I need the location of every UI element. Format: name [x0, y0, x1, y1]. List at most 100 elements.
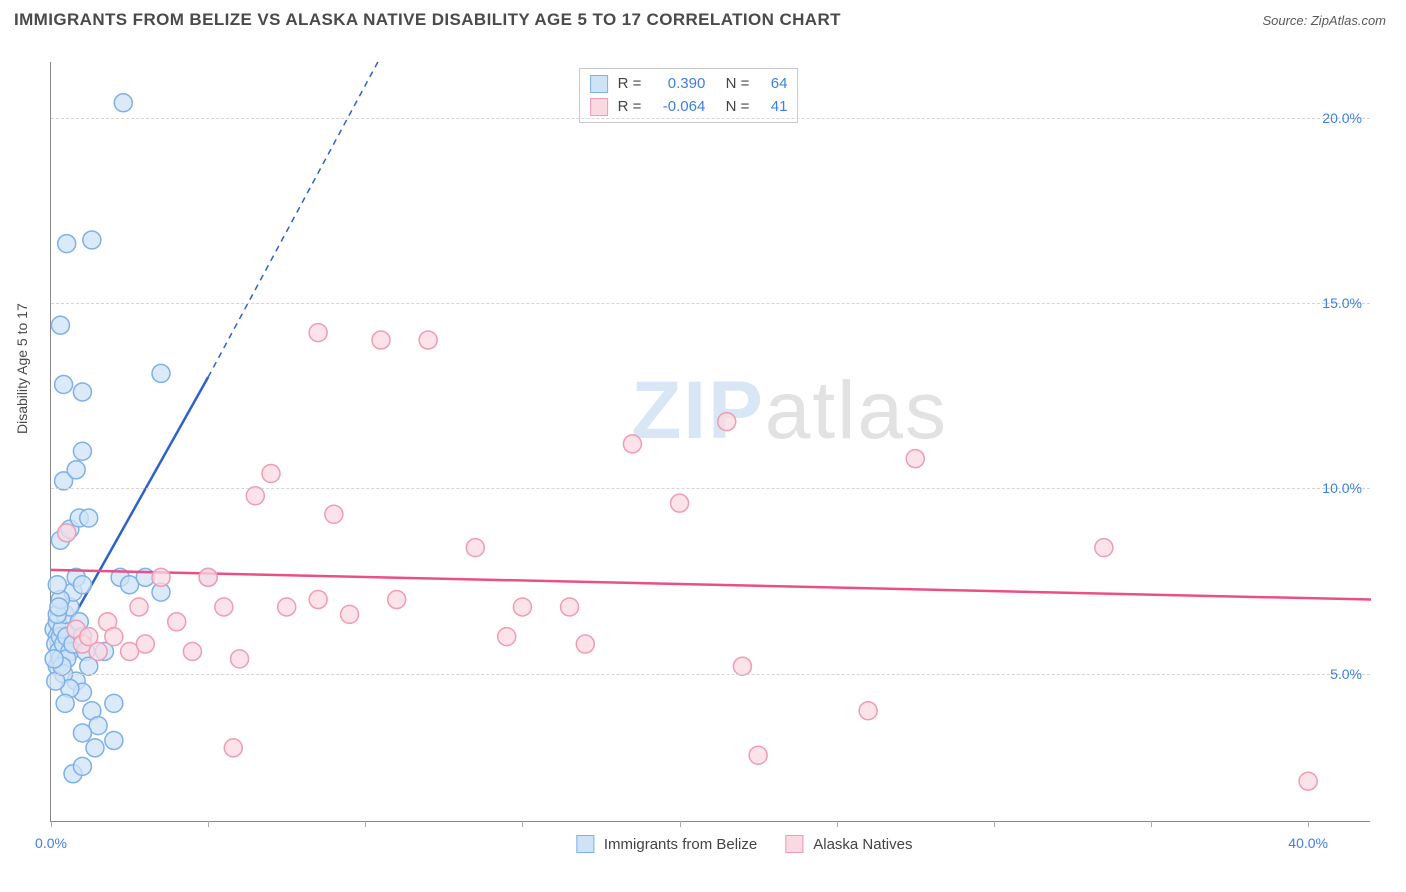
data-point	[388, 591, 406, 609]
data-point	[749, 746, 767, 764]
data-point	[73, 757, 91, 775]
data-point	[58, 235, 76, 253]
n-label: N =	[726, 96, 750, 119]
data-point	[50, 598, 68, 616]
data-point	[419, 331, 437, 349]
x-tick	[837, 821, 838, 827]
data-point	[67, 461, 85, 479]
data-point	[341, 605, 359, 623]
data-point	[576, 635, 594, 653]
data-point	[130, 598, 148, 616]
n-value: 64	[755, 73, 787, 96]
data-point	[114, 94, 132, 112]
x-tick	[365, 821, 366, 827]
data-point	[86, 739, 104, 757]
data-point	[623, 435, 641, 453]
x-tick-label: 0.0%	[35, 835, 67, 851]
legend-item: Alaska Natives	[785, 835, 912, 853]
data-point	[73, 576, 91, 594]
data-point	[73, 724, 91, 742]
x-tick	[51, 821, 52, 827]
r-label: R =	[618, 96, 642, 119]
legend-swatch	[590, 98, 608, 116]
data-point	[183, 642, 201, 660]
data-point	[152, 568, 170, 586]
gridline	[51, 488, 1370, 489]
data-point	[89, 642, 107, 660]
n-value: 41	[755, 96, 787, 119]
legend-swatch	[576, 835, 594, 853]
x-tick	[522, 821, 523, 827]
data-point	[168, 613, 186, 631]
data-point	[859, 702, 877, 720]
y-tick-label: 15.0%	[1322, 295, 1362, 311]
source-label: Source: ZipAtlas.com	[1262, 13, 1386, 28]
trend-line	[51, 570, 1371, 600]
data-point	[199, 568, 217, 586]
y-tick-label: 5.0%	[1330, 666, 1362, 682]
x-tick	[208, 821, 209, 827]
gridline	[51, 674, 1370, 675]
data-point	[73, 383, 91, 401]
data-point	[224, 739, 242, 757]
x-tick	[1308, 821, 1309, 827]
y-axis-label: Disability Age 5 to 17	[14, 303, 30, 434]
data-point	[309, 591, 327, 609]
plot-wrap: Disability Age 5 to 17 ZIPatlas R =0.390…	[42, 54, 1390, 834]
data-point	[1299, 772, 1317, 790]
y-tick-label: 20.0%	[1322, 110, 1362, 126]
data-point	[55, 376, 73, 394]
plot-area: ZIPatlas R =0.390 N =64R =-0.064 N =41 I…	[50, 62, 1370, 822]
legend-label: Immigrants from Belize	[604, 836, 757, 853]
gridline	[51, 303, 1370, 304]
data-point	[83, 231, 101, 249]
data-point	[105, 628, 123, 646]
r-value: -0.064	[647, 96, 705, 119]
chart-title: IMMIGRANTS FROM BELIZE VS ALASKA NATIVE …	[14, 10, 841, 30]
data-point	[372, 331, 390, 349]
data-point	[231, 650, 249, 668]
x-tick	[1151, 821, 1152, 827]
data-point	[58, 524, 76, 542]
r-value: 0.390	[647, 73, 705, 96]
legend-swatch	[590, 75, 608, 93]
data-point	[671, 494, 689, 512]
data-point	[733, 657, 751, 675]
data-point	[1095, 539, 1113, 557]
x-tick	[680, 821, 681, 827]
legend-correlation: R =0.390 N =64R =-0.064 N =41	[579, 68, 799, 123]
x-tick-label: 40.0%	[1288, 835, 1328, 851]
data-point	[215, 598, 233, 616]
data-point	[325, 505, 343, 523]
x-tick	[994, 821, 995, 827]
data-point	[498, 628, 516, 646]
data-point	[45, 650, 63, 668]
legend-label: Alaska Natives	[813, 836, 912, 853]
data-point	[105, 731, 123, 749]
gridline	[51, 118, 1370, 119]
legend-row: R =-0.064 N =41	[590, 96, 788, 119]
data-point	[466, 539, 484, 557]
n-label: N =	[726, 73, 750, 96]
data-point	[309, 324, 327, 342]
data-point	[136, 635, 154, 653]
r-label: R =	[618, 73, 642, 96]
data-point	[718, 413, 736, 431]
data-point	[906, 450, 924, 468]
data-point	[73, 442, 91, 460]
data-point	[152, 364, 170, 382]
data-point	[56, 694, 74, 712]
scatter-svg	[51, 62, 1371, 822]
legend-series: Immigrants from Belize Alaska Natives	[576, 835, 913, 853]
title-bar: IMMIGRANTS FROM BELIZE VS ALASKA NATIVE …	[0, 0, 1406, 36]
data-point	[51, 316, 69, 334]
data-point	[278, 598, 296, 616]
y-tick-label: 10.0%	[1322, 480, 1362, 496]
data-point	[105, 694, 123, 712]
legend-row: R =0.390 N =64	[590, 73, 788, 96]
trend-line-dashed	[208, 62, 378, 377]
legend-item: Immigrants from Belize	[576, 835, 757, 853]
data-point	[513, 598, 531, 616]
data-point	[80, 509, 98, 527]
legend-swatch	[785, 835, 803, 853]
